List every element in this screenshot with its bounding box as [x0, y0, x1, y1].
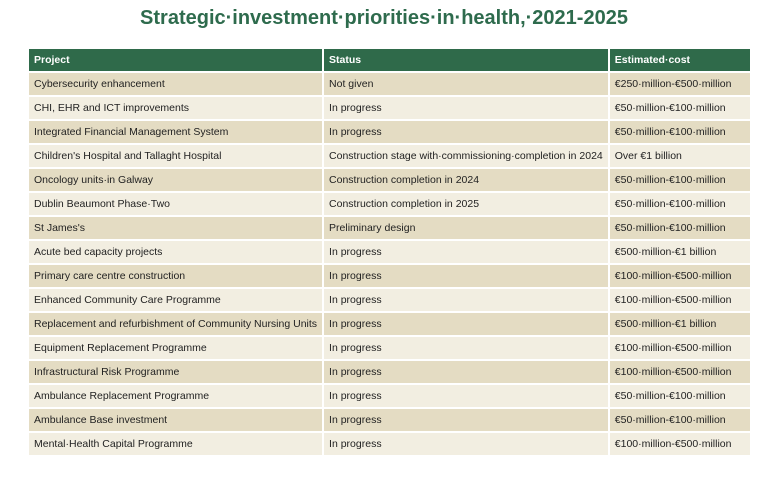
column-header: Project	[26, 47, 325, 73]
table-cell: In progress	[322, 383, 610, 409]
table-cell: Not given	[322, 71, 610, 97]
table-cell: In progress	[322, 263, 610, 289]
table-row: Infrastructural Risk Programme In progres…	[26, 359, 753, 385]
table-row: Cybersecurity enhancement Not given €250·m…	[26, 71, 753, 97]
table-row: Ambulance Replacement Programme In progre…	[26, 383, 753, 409]
table-cell: Ambulance Replacement Programme	[26, 383, 325, 409]
table-cell: Primary care centre construction	[26, 263, 325, 289]
table-cell: €50·million-€100·million	[607, 215, 753, 241]
table-cell: Oncology units·in Galway	[26, 167, 325, 193]
table-cell: Equipment Replacement Programme	[26, 335, 325, 361]
table-cell: Cybersecurity enhancement	[26, 71, 325, 97]
table-cell: €100·million-€500·million	[607, 287, 753, 313]
column-header: Estimated·cost	[607, 47, 753, 73]
table-row: Ambulance Base investment In progress €50·…	[26, 407, 753, 433]
table-cell: In progress	[322, 119, 610, 145]
table-row: Dublin Beaumont Phase·Two Construction co…	[26, 191, 753, 217]
table-cell: In progress	[322, 95, 610, 121]
table-row: Oncology units·in Galway Construction com…	[26, 167, 753, 193]
column-header: Status	[322, 47, 610, 73]
table-cell: St James's	[26, 215, 325, 241]
table-cell: CHI, EHR and ICT improvements	[26, 95, 325, 121]
table-row: Integrated Financial Management System In…	[26, 119, 753, 145]
table-cell: €50·million-€100·million	[607, 407, 753, 433]
table-cell: Mental·Health Capital Programme	[26, 431, 325, 457]
table-cell: In progress	[322, 359, 610, 385]
table-cell: Enhanced Community Care Programme	[26, 287, 325, 313]
table-cell: €100·million-€500·million	[607, 335, 753, 361]
table-cell: €250·million-€500·million	[607, 71, 753, 97]
table-cell: In progress	[322, 407, 610, 433]
table-row: Acute bed capacity projects In progress €5…	[26, 239, 753, 265]
table-cell: Acute bed capacity projects	[26, 239, 325, 265]
table-cell: In progress	[322, 431, 610, 457]
table-cell: In progress	[322, 335, 610, 361]
table-cell: Over €1 billion	[607, 143, 753, 169]
table-row: Children's Hospital and Tallaght Hospita…	[26, 143, 753, 169]
table-row: Equipment Replacement Programme In progre…	[26, 335, 753, 361]
table-cell: Construction stage with·commissioning·co…	[322, 143, 610, 169]
table-cell: €50·million-€100·million	[607, 167, 753, 193]
table-cell: €500·million-€1 billion	[607, 311, 753, 337]
table-cell: Ambulance Base investment	[26, 407, 325, 433]
table-cell: Children's Hospital and Tallaght Hospita…	[26, 143, 325, 169]
table-cell: In progress	[322, 287, 610, 313]
table-cell: Infrastructural Risk Programme	[26, 359, 325, 385]
title: Strategic·investment·priorities·in·healt…	[140, 7, 628, 29]
table-cell: €100·million-€500·million	[607, 431, 753, 457]
table-row: CHI, EHR and ICT improvements In progress…	[26, 95, 753, 121]
table-cell: Integrated Financial Management System	[26, 119, 325, 145]
table-cell: €50·million-€100·million	[607, 119, 753, 145]
table-row: Replacement and refurbishment of Communi…	[26, 311, 753, 337]
table-row: St James's Preliminary design €50·million-…	[26, 215, 753, 241]
table-cell: Construction completion in 2025	[322, 191, 610, 217]
table-cell: Construction completion in 2024	[322, 167, 610, 193]
table-row: Mental·Health Capital Programme In progre…	[26, 431, 753, 457]
table-cell: In progress	[322, 311, 610, 337]
table-cell: Dublin Beaumont Phase·Two	[26, 191, 325, 217]
table-row: Enhanced Community Care Programme In prog…	[26, 287, 753, 313]
table-cell: €100·million-€500·million	[607, 359, 753, 385]
header-row: Project Status Estimated·cost	[26, 47, 753, 73]
table-cell: Preliminary design	[322, 215, 610, 241]
table-head: Project Status Estimated·cost	[26, 47, 753, 73]
table-cell: €500·million-€1 billion	[607, 239, 753, 265]
table-row: Primary care centre construction In progr…	[26, 263, 753, 289]
table-body: Cybersecurity enhancement Not given €250·m…	[26, 71, 753, 457]
table: Project Status Estimated·cost Cybersecurit…	[26, 47, 753, 457]
table-cell: Replacement and refurbishment of Communi…	[26, 311, 325, 337]
table-cell: €50·million-€100·million	[607, 95, 753, 121]
table-cell: €50·million-€100·million	[607, 191, 753, 217]
table-cell: In progress	[322, 239, 610, 265]
table-cell: €100·million-€500·million	[607, 263, 753, 289]
table-cell: €50·million-€100·million	[607, 383, 753, 409]
